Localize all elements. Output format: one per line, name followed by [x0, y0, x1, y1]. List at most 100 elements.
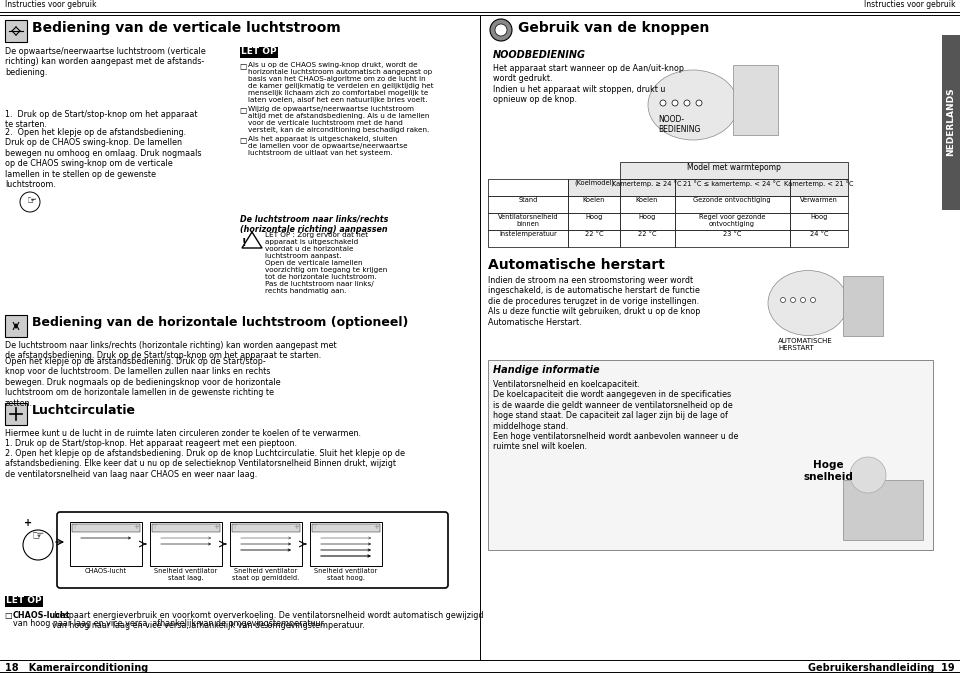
Text: 1.  Druk op de Start/stop-knop om het apparaat
te starten.: 1. Druk op de Start/stop-knop om het app…: [5, 110, 198, 130]
Bar: [310, 522, 382, 566]
Text: Stand: Stand: [518, 197, 538, 203]
FancyBboxPatch shape: [57, 512, 448, 588]
Text: AUTOMATISCHE
HERSTART: AUTOMATISCHE HERSTART: [778, 338, 832, 351]
Text: Hoog: Hoog: [586, 214, 603, 220]
Text: Open het klepje op de afstandsbediening. Druk op de Start/stop-
knop voor de luc: Open het klepje op de afstandsbediening.…: [5, 357, 280, 408]
Bar: [230, 522, 302, 566]
Bar: [790, 230, 848, 247]
Text: NOOD-
BEDIENING: NOOD- BEDIENING: [658, 115, 701, 134]
Bar: [675, 213, 790, 230]
Circle shape: [801, 298, 805, 302]
Text: Ventilatorsnelheid
binnen: Ventilatorsnelheid binnen: [497, 214, 559, 227]
Text: Gebruik van de knoppen: Gebruik van de knoppen: [518, 21, 709, 35]
Text: +: +: [133, 524, 139, 530]
Circle shape: [495, 24, 507, 36]
Bar: [675, 196, 790, 213]
Bar: [620, 196, 675, 213]
Ellipse shape: [768, 271, 848, 335]
Circle shape: [696, 100, 702, 106]
Circle shape: [490, 19, 512, 41]
Text: Instructies voor gebruik: Instructies voor gebruik: [863, 0, 955, 9]
Text: Snelheid ventilator
staat hoog.: Snelheid ventilator staat hoog.: [314, 568, 377, 581]
Text: □: □: [240, 62, 250, 71]
Text: Indien de stroom na een stroomstoring weer wordt
ingeschakeld, is de automatisch: Indien de stroom na een stroomstoring we…: [488, 276, 701, 327]
Bar: [232, 524, 300, 532]
Circle shape: [684, 100, 690, 106]
Text: CHAOS-lucht: CHAOS-lucht: [13, 611, 70, 620]
Bar: [568, 230, 620, 247]
Text: CHAOS-lucht: CHAOS-lucht: [84, 568, 127, 574]
Text: Koelen: Koelen: [636, 197, 659, 203]
Circle shape: [660, 100, 666, 106]
Text: Hoog: Hoog: [638, 214, 656, 220]
Text: NOODBEDIENING: NOODBEDIENING: [493, 50, 586, 60]
Text: ▽: ▽: [233, 524, 237, 529]
Bar: [620, 179, 675, 196]
Bar: [620, 213, 675, 230]
Bar: [843, 276, 883, 336]
Text: bespaart energieverbruik en voorkomt oververkoeling. De ventilatorsnelheid wordt: bespaart energieverbruik en voorkomt ove…: [52, 611, 483, 630]
Circle shape: [790, 298, 796, 302]
Text: ▽: ▽: [153, 524, 157, 529]
Text: +: +: [24, 518, 32, 528]
Bar: [790, 196, 848, 213]
Text: Wijzig de opwaartse/neerwaartse luchtstroom
altijd met de afstandsbediening. Als: Wijzig de opwaartse/neerwaartse luchtstr…: [248, 106, 429, 133]
Bar: [620, 162, 848, 179]
Text: De opwaartse/neerwaartse luchtstroom (verticale
richting) kan worden aangepast m: De opwaartse/neerwaartse luchtstroom (ve…: [5, 47, 205, 77]
Bar: [675, 179, 790, 196]
Bar: [620, 230, 675, 247]
Bar: [568, 213, 620, 230]
Text: ▽: ▽: [73, 524, 77, 529]
Text: Instelemperatuur: Instelemperatuur: [499, 231, 557, 237]
Text: 2.  Open het klepje op de afstandsbediening.
Druk op de CHAOS swing-knop. De lam: 2. Open het klepje op de afstandsbedieni…: [5, 128, 202, 189]
Bar: [942, 35, 960, 210]
Circle shape: [780, 298, 785, 302]
Bar: [150, 522, 222, 566]
Bar: [488, 196, 568, 213]
Text: Koelen: Koelen: [583, 197, 605, 203]
Text: +: +: [373, 524, 379, 530]
Text: Snelheid ventilator
staat laag.: Snelheid ventilator staat laag.: [155, 568, 218, 581]
Circle shape: [672, 100, 678, 106]
Bar: [152, 524, 220, 532]
Bar: [240, 47, 278, 58]
Text: 23 °C: 23 °C: [723, 231, 741, 237]
Text: LET OP: LET OP: [241, 47, 276, 56]
Text: Gebruikershandleiding  19: Gebruikershandleiding 19: [808, 663, 955, 673]
Bar: [675, 230, 790, 247]
Text: +: +: [293, 524, 299, 530]
Text: NEDERLANDS: NEDERLANDS: [947, 88, 955, 157]
Text: 22 °C: 22 °C: [637, 231, 657, 237]
Text: Gezonde ontvochtiging: Gezonde ontvochtiging: [693, 197, 771, 203]
Text: Automatische herstart: Automatische herstart: [488, 258, 665, 272]
Text: 24 °C: 24 °C: [809, 231, 828, 237]
Bar: [843, 480, 923, 540]
Bar: [733, 65, 778, 135]
Text: □: □: [5, 611, 15, 620]
Text: Hiermee kunt u de lucht in de ruimte laten circuleren zonder te koelen of te ver: Hiermee kunt u de lucht in de ruimte lat…: [5, 429, 361, 438]
Text: Kamertemp. ≥ 24 °C: Kamertemp. ≥ 24 °C: [612, 180, 682, 187]
Text: ☞: ☞: [27, 196, 37, 206]
Bar: [568, 196, 620, 213]
Text: Handige informatie: Handige informatie: [493, 365, 600, 375]
Bar: [488, 213, 568, 230]
Text: Hoog: Hoog: [810, 214, 828, 220]
Bar: [70, 522, 142, 566]
Text: van hoog naar laag en vice versa, afhankelijk van de omgevingstemperatuur.: van hoog naar laag en vice versa, afhank…: [13, 619, 325, 628]
Bar: [790, 179, 848, 196]
Text: Snelheid ventilator
staat op gemiddeld.: Snelheid ventilator staat op gemiddeld.: [232, 568, 300, 581]
Text: Regel voor gezonde
ontvochtiging: Regel voor gezonde ontvochtiging: [699, 214, 765, 227]
Text: (Koelmodel): (Koelmodel): [574, 180, 614, 186]
Bar: [488, 360, 933, 550]
Polygon shape: [242, 232, 262, 248]
Text: 21 °C ≤ kamertemp. < 24 °C: 21 °C ≤ kamertemp. < 24 °C: [684, 180, 780, 187]
Text: Ventilatorsnelheid en koelcapaciteit.
De koelcapaciteit die wordt aangegeven in : Ventilatorsnelheid en koelcapaciteit. De…: [493, 380, 738, 452]
Text: De luchtstroom naar links/rechts (horizontale richting) kan worden aangepast met: De luchtstroom naar links/rechts (horizo…: [5, 341, 337, 360]
Bar: [5, 20, 27, 42]
Text: 1. Druk op de Start/stop-knop. Het apparaat reageert met een pieptoon.: 1. Druk op de Start/stop-knop. Het appar…: [5, 439, 297, 448]
Text: Instructies voor gebruik: Instructies voor gebruik: [5, 0, 97, 9]
Text: ☞: ☞: [32, 528, 44, 542]
Text: Hoge
snelheid: Hoge snelheid: [804, 460, 852, 481]
Text: Kamertemp. < 21 °C: Kamertemp. < 21 °C: [784, 180, 853, 187]
Bar: [5, 315, 27, 337]
